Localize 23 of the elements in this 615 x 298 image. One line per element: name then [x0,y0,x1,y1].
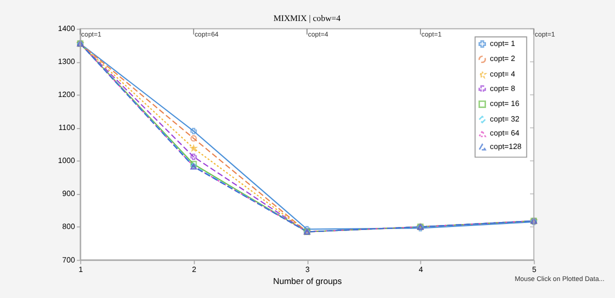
legend-label: copt=128 [490,142,522,152]
x-tick-label: 1 [78,264,83,274]
legend-label: copt= 32 [490,114,520,124]
y-tick-label: 1400 [58,24,75,34]
x-tick-label: 3 [305,264,310,274]
x-tick-label: 4 [418,264,424,274]
y-tick-label: 700 [62,255,75,264]
y-tick-label: 1200 [58,90,75,100]
legend-label: copt= 2 [490,54,516,64]
y-tick-label: 1300 [58,57,75,66]
chart-title: MIXMIX | cobw=4 [273,13,342,24]
legend-label: copt= 4 [490,70,516,79]
x-axis-title: Number of groups [273,276,342,286]
legend-label: copt= 16 [490,99,520,108]
y-tick-label: 800 [62,222,75,232]
y-tick-label: 1100 [58,123,75,132]
x-tick-label: 2 [192,264,196,274]
legend-label: copt= 8 [490,84,516,93]
x-tick-label: 5 [532,264,536,274]
y-tick-label: 1000 [58,156,75,166]
legend-label: copt= 64 [490,128,520,138]
y-tick-label: 900 [62,189,75,198]
legend-label: copt= 1 [490,38,516,48]
